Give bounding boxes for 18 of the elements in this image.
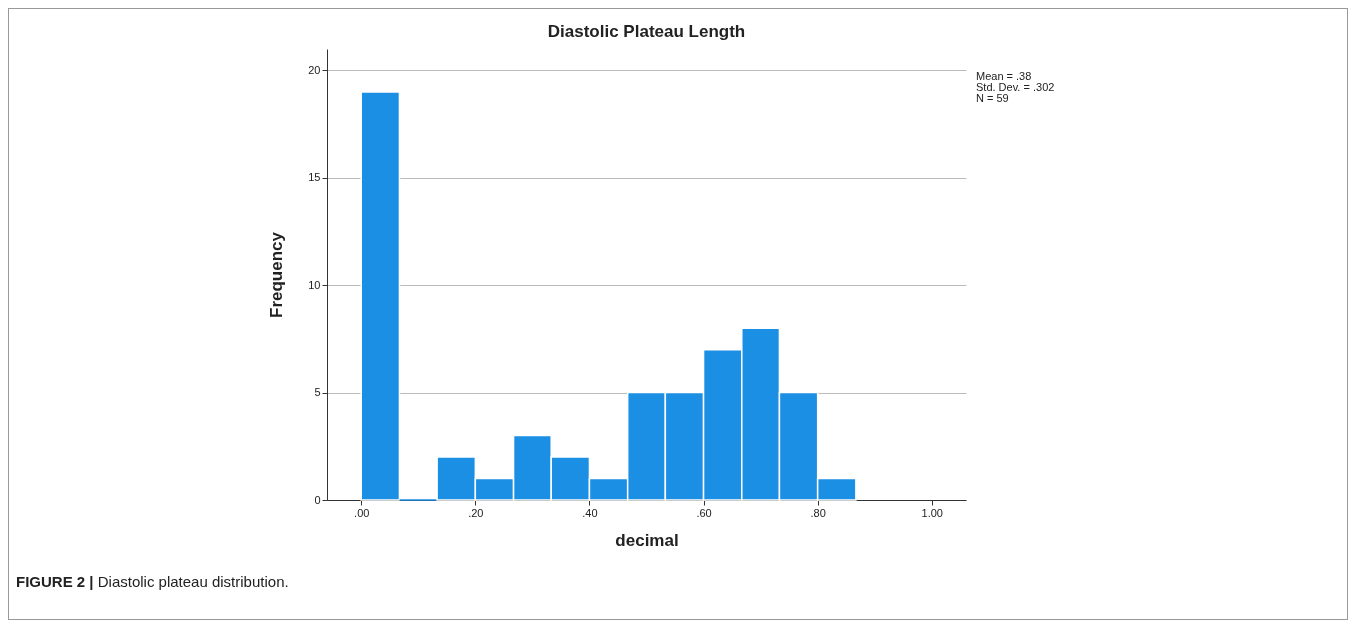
text: Mean = .38 (976, 70, 1032, 82)
y-tick-label: 15 (308, 171, 321, 184)
x-tick-label: .20 (468, 506, 484, 519)
caption: FIGURE 2 | Diastolic plateau distribution. (16, 573, 289, 590)
x-axis-title: decimal (615, 530, 679, 550)
y-tick-label: 20 (308, 63, 321, 76)
x-tick-label: 1.00 (921, 506, 943, 519)
x-tick-label: .80 (810, 506, 826, 519)
x-tick-label: .40 (582, 506, 598, 519)
text: Std. Dev. = .302 (976, 81, 1055, 93)
text: N = 59 (976, 92, 1009, 104)
x-tick-label: .00 (354, 506, 370, 519)
chart-title: Diastolic Plateau Length (547, 22, 746, 41)
x-tick-label: .60 (696, 506, 712, 519)
y-tick-label: 5 (314, 386, 321, 399)
y-tick-label: 0 (314, 493, 321, 506)
y-axis-title: Frequency (267, 231, 287, 318)
y-tick-label: 10 (308, 278, 321, 291)
